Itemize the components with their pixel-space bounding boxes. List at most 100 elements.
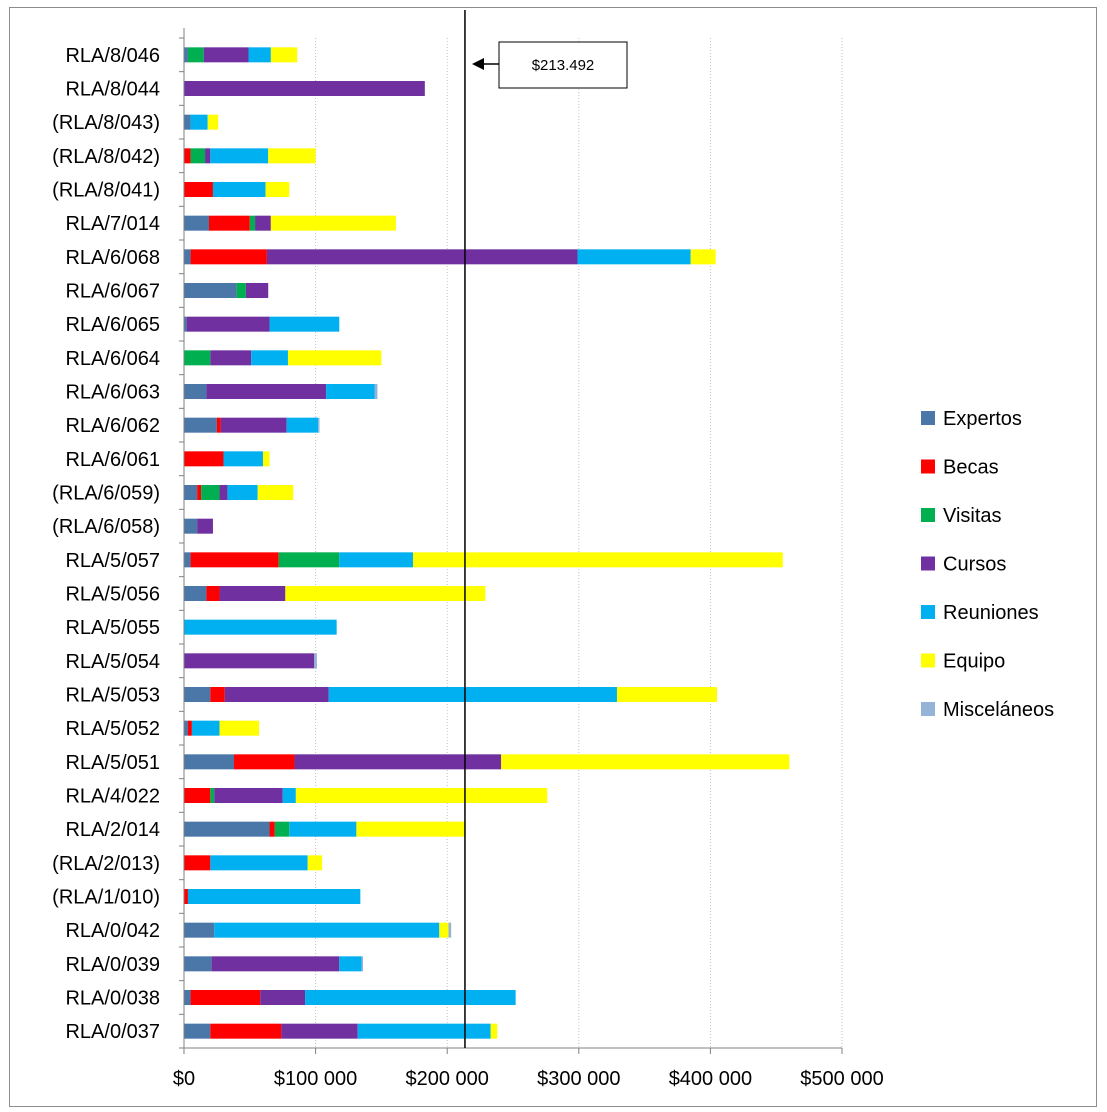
bar-segment (318, 417, 320, 433)
gridlines (315, 38, 843, 1048)
legend-label: Visitas (943, 505, 1002, 527)
category-label: RLA/6/065 (65, 314, 160, 336)
bar-segment (210, 1023, 282, 1039)
bar-segment (184, 653, 315, 669)
bar-segment (245, 283, 269, 298)
bar-segment (236, 283, 246, 298)
bar-segment (207, 114, 219, 130)
category-label: RLA/8/046 (65, 45, 160, 67)
bar-segment (184, 586, 207, 601)
chart-frame (9, 7, 1097, 1107)
category-label: (RLA/6/059) (52, 483, 160, 505)
bar-segment (191, 720, 220, 736)
bar-segment (184, 182, 213, 197)
reference-annotation: $213.492 (472, 41, 628, 89)
bar-segment (265, 182, 290, 197)
bar-segment (274, 821, 290, 837)
category-label: RLA/0/042 (65, 920, 160, 942)
bar-segment (190, 552, 279, 568)
category-label: RLA/2/014 (65, 819, 160, 841)
bar-segment (219, 485, 228, 500)
bar-segment (197, 518, 213, 534)
bar-segment (187, 47, 204, 63)
category-label: RLA/5/051 (65, 752, 160, 774)
bar-segment (206, 384, 327, 399)
bar-stacks (184, 47, 790, 1039)
annotation-arrow-head (472, 58, 484, 70)
bar-segment (307, 855, 323, 871)
bar-segment (184, 720, 188, 736)
bar-segment (374, 384, 378, 399)
bar-segment (257, 485, 294, 500)
bar-segment (184, 47, 188, 63)
bar-segment (219, 720, 260, 736)
bar-segment (289, 821, 357, 837)
category-label: (RLA/6/058) (52, 516, 160, 538)
bar-segment (286, 417, 319, 433)
bar-segment (501, 754, 790, 770)
annotation-box (498, 41, 628, 89)
bar-segment (190, 249, 267, 265)
bar-segment (184, 485, 198, 500)
category-label: (RLA/8/042) (52, 146, 160, 168)
category-label: RLA/6/061 (65, 449, 160, 471)
bar-segment (210, 687, 225, 702)
axes (179, 28, 843, 1054)
category-label: RLA/5/057 (65, 550, 160, 572)
category-label: RLA/6/063 (65, 382, 160, 404)
category-label: (RLA/2/013) (52, 853, 160, 875)
bar-segment (184, 249, 191, 265)
bar-segment (210, 350, 252, 366)
bar-segment (190, 114, 208, 130)
category-label: RLA/5/052 (65, 718, 160, 740)
bar-segment (186, 316, 270, 332)
bar-segment (326, 384, 375, 399)
category-labels: RLA/8/046 RLA/8/044 (RLA/8/043) (RLA/8/042)… (52, 45, 160, 1043)
bar-segment (270, 215, 396, 231)
bar-segment (248, 47, 271, 63)
bar-segment (282, 788, 296, 803)
x-tick-label: $300 000 (537, 1068, 620, 1090)
category-label: RLA/6/068 (65, 247, 160, 269)
bar-segment (214, 788, 283, 803)
bar-segment (210, 788, 215, 803)
category-label: RLA/5/054 (65, 651, 160, 673)
category-label: RLA/6/062 (65, 415, 160, 437)
bar-segment (184, 417, 217, 433)
bar-segment (184, 788, 211, 803)
bar-segment (270, 47, 298, 63)
legend-swatch (921, 605, 935, 619)
category-label: (RLA/8/041) (52, 180, 160, 202)
bar-segment (285, 586, 486, 601)
bar-segment (197, 485, 202, 500)
bar-segment (266, 249, 578, 265)
bar-segment (220, 417, 287, 433)
bar-segment (190, 148, 206, 164)
category-label: RLA/0/037 (65, 1021, 160, 1043)
bar-segment (184, 384, 207, 399)
bar-segment (184, 990, 191, 1005)
bar-segment (203, 47, 249, 63)
bar-segment (184, 889, 188, 904)
bar-segment (184, 552, 191, 568)
bar-segment (439, 922, 449, 938)
category-label: RLA/8/044 (65, 79, 160, 101)
bar-segment (219, 586, 286, 601)
bar-segment (211, 956, 340, 972)
bar-segment (234, 754, 295, 770)
legend-label: Reuniones (943, 602, 1039, 624)
bar-segment (281, 1023, 358, 1039)
bar-segment (184, 215, 210, 231)
x-tick-label: $400 000 (669, 1068, 752, 1090)
legend: Expertos Becas Visitas Cursos Reuniones Equip… (921, 408, 1054, 721)
category-label: RLA/4/022 (65, 786, 160, 808)
bar-segment (210, 855, 308, 871)
legend-label: Becas (943, 457, 999, 479)
bar-segment (184, 1023, 211, 1039)
category-label: RLA/5/053 (65, 685, 160, 707)
category-label: RLA/0/038 (65, 988, 160, 1010)
bar-segment (184, 316, 187, 332)
legend-swatch (921, 556, 935, 571)
bar-segment (224, 687, 329, 702)
